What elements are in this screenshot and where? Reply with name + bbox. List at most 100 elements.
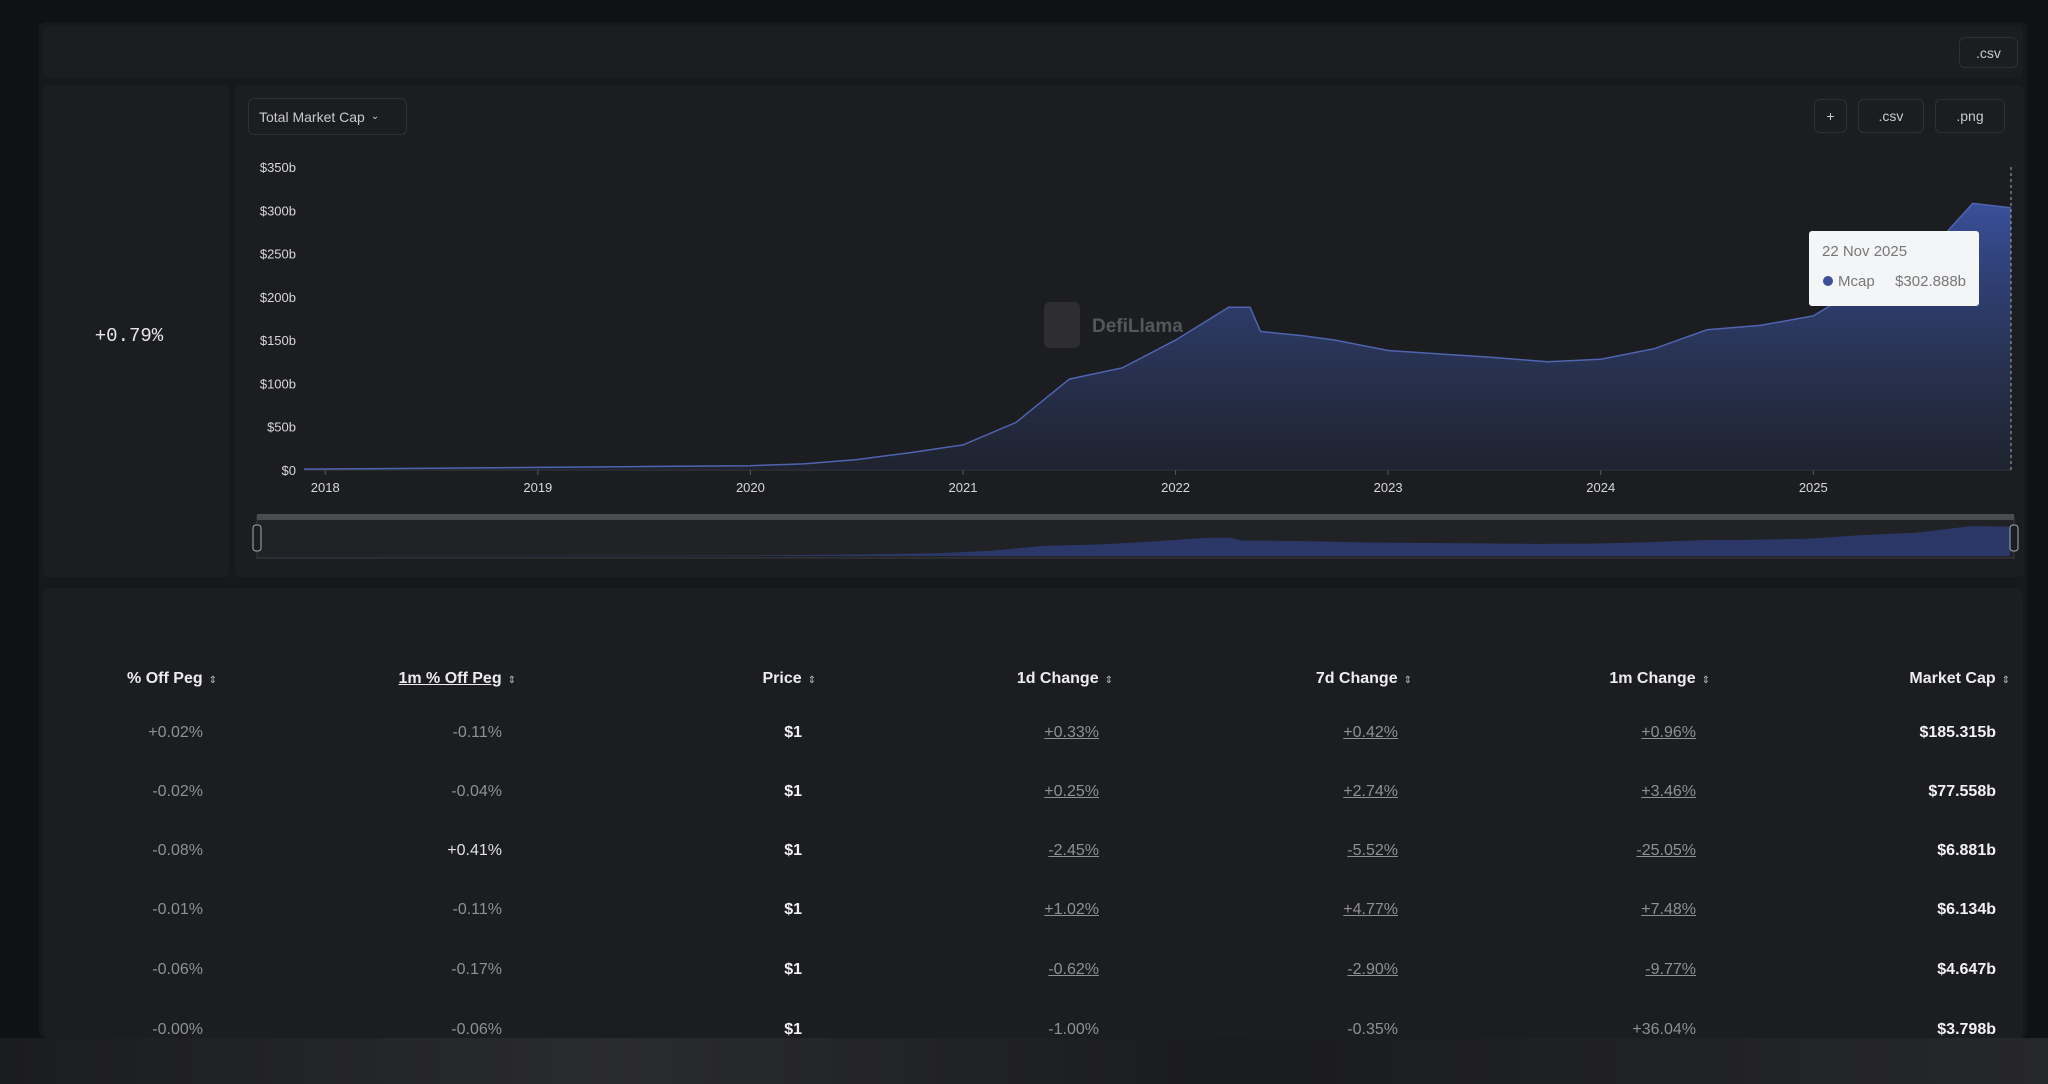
header-label: 1d Change: [1016, 670, 1099, 687]
table-cell: -2.90%: [1347, 961, 1398, 978]
watermark-icon: [1044, 302, 1080, 348]
table-cell: +36.04%: [1632, 1021, 1696, 1038]
png-button[interactable]: .png: [1935, 99, 2005, 133]
table-cell: +0.25%: [1044, 783, 1099, 800]
table-cell: $1: [784, 724, 802, 741]
tooltip: [1809, 231, 1979, 306]
x-tick-label: 2021: [949, 480, 978, 495]
csv-button[interactable]: .csv: [1959, 37, 2018, 68]
y-tick-label: $0: [282, 463, 296, 478]
table-cell: +7.48%: [1641, 901, 1696, 918]
header-label: 7d Change: [1315, 670, 1398, 687]
table-cell: +2.74%: [1343, 783, 1398, 800]
header-label: Price: [762, 670, 802, 687]
table-cell: +0.33%: [1044, 724, 1099, 741]
table-cell: $185.315b: [1919, 724, 1996, 741]
column-header[interactable]: Market Cap ⇕: [1909, 670, 2010, 688]
table-cell: $6.881b: [1937, 842, 1996, 859]
table-cell: -0.06%: [152, 961, 203, 978]
sort-icon: ⇕: [1701, 675, 1710, 686]
table-cell: -25.05%: [1636, 842, 1696, 859]
table-cell: -0.11%: [452, 901, 502, 918]
table-cell: -0.04%: [451, 783, 502, 800]
zoom-handle-right[interactable]: [2009, 524, 2019, 552]
table-cell: -0.06%: [451, 1021, 502, 1038]
stat-value: +0.79%: [94, 325, 164, 347]
sort-icon: ⇕: [2001, 675, 2010, 686]
table-cell: $1: [784, 961, 802, 978]
watermark: DefiLlama: [1092, 316, 1183, 337]
column-header[interactable]: 1m Change ⇕: [1609, 670, 1710, 688]
chart: DefiLlama $0 $50b $100b $150b $200b $250b $300…: [252, 160, 2019, 559]
dropdown-label: Total Market Cap: [259, 108, 365, 125]
button-label: +: [1826, 108, 1835, 124]
table-cell: +3.46%: [1641, 783, 1696, 800]
zoom-handle-left[interactable]: [252, 524, 262, 552]
table-cell: $77.558b: [1928, 783, 1996, 800]
y-tick-label: $350b: [260, 160, 296, 175]
x-tick-label: 2018: [311, 480, 340, 495]
button-label: .csv: [1976, 44, 2001, 61]
x-tick-label: 2020: [736, 480, 765, 495]
metric-dropdown[interactable]: Total Market Cap ⌄: [248, 98, 407, 135]
overview-area: [261, 526, 2010, 556]
table-cell: +0.02%: [148, 724, 203, 741]
column-header[interactable]: 1m % Off Peg ⇕: [398, 670, 516, 688]
x-tick-label: 2024: [1586, 480, 1615, 495]
table-cell: -0.17%: [451, 961, 502, 978]
table-cell: $6.134b: [1937, 901, 1996, 918]
add-button[interactable]: +: [1814, 99, 1847, 133]
table-cell: $1: [784, 842, 802, 859]
line: [303, 202, 2012, 470]
table-cell: -0.11%: [452, 724, 502, 741]
csv-button[interactable]: .csv: [1858, 99, 1924, 133]
sort-icon: ⇕: [1104, 675, 1113, 686]
table-cell: $1: [784, 1021, 802, 1038]
table-cell: -2.45%: [1048, 842, 1099, 859]
x-tick-label: 2025: [1799, 480, 1828, 495]
table-cell: -0.01%: [152, 901, 203, 918]
table-cell: +1.02%: [1044, 901, 1099, 918]
table-cell: -0.35%: [1347, 1021, 1398, 1038]
table-cell: -0.62%: [1048, 961, 1099, 978]
table-cell: $3.798b: [1937, 1021, 1996, 1038]
y-tick-label: $250b: [260, 247, 296, 262]
x-tick-label: 2022: [1161, 480, 1190, 495]
zoom-handle-bar[interactable]: [257, 514, 2014, 520]
button-label: .png: [1956, 108, 1984, 124]
column-header[interactable]: % Off Peg ⇕: [127, 670, 217, 688]
y-tick-label: $50b: [267, 420, 296, 435]
table-cell: +0.42%: [1343, 724, 1398, 741]
top-bar: [43, 26, 2023, 78]
table-cell: $1: [784, 783, 802, 800]
tooltip-dot: [1823, 276, 1833, 286]
background-blur: [0, 1038, 2048, 1084]
sort-icon: ⇕: [507, 675, 516, 686]
table-panel: [43, 588, 2023, 1038]
header-label: Market Cap: [1909, 670, 1996, 687]
sort-icon: ⇕: [1403, 675, 1412, 686]
x-tick-label: 2019: [523, 480, 552, 495]
y-tick-label: $100b: [260, 376, 296, 391]
y-tick-label: $300b: [260, 203, 296, 218]
header-label: 1m Change: [1609, 670, 1696, 687]
table-cell: -5.52%: [1347, 842, 1398, 859]
area: [304, 203, 2011, 470]
header-label: % Off Peg: [127, 670, 203, 687]
table-cell: +4.77%: [1343, 901, 1398, 918]
tooltip-value: $302.888b: [1895, 273, 1966, 290]
x-tick-label: 2023: [1374, 480, 1403, 495]
button-label: .csv: [1878, 108, 1904, 124]
header-label: 1m % Off Peg: [398, 670, 502, 687]
table-cell: -9.77%: [1645, 961, 1696, 978]
column-header[interactable]: 1d Change ⇕: [1017, 670, 1113, 688]
table-cell: +0.41%: [447, 842, 502, 859]
table-cell: +0.96%: [1641, 724, 1696, 741]
stat-panel: +0.79%: [43, 85, 229, 577]
column-header[interactable]: Price ⇕: [762, 670, 816, 688]
table-cell: -1.00%: [1048, 1021, 1099, 1038]
y-tick-label: $150b: [260, 333, 296, 348]
column-header[interactable]: 7d Change ⇕: [1316, 670, 1412, 688]
table-cell: -0.08%: [152, 842, 203, 859]
